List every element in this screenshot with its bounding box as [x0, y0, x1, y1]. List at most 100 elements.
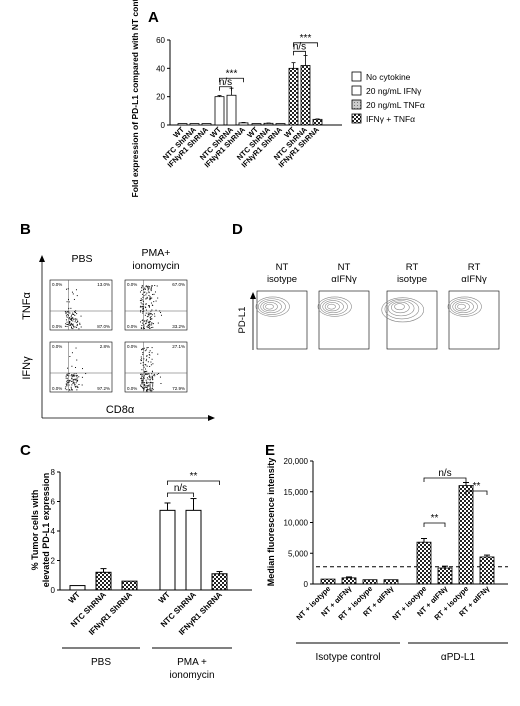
panel-b-event-dot: [149, 326, 151, 328]
panel-b-event-dot: [76, 324, 78, 326]
panel-b-event-dot: [147, 285, 149, 287]
panel-c-comparison-label: n/s: [174, 483, 187, 494]
panel-b-event-dot: [142, 300, 144, 302]
panel-b-event-dot: [152, 293, 154, 295]
panel-b-event-dot: [80, 326, 82, 328]
panel-c-bar: [69, 585, 86, 591]
panel-b-event-dot: [149, 387, 151, 389]
panel-b-event-dot: [76, 374, 78, 376]
panel-b-event-dot: [140, 360, 142, 362]
panel-b-event-dot: [145, 373, 147, 375]
panel-b-event-dot: [73, 373, 75, 375]
panel-b-event-dot: [140, 302, 142, 304]
panel-d-contour-plot: [318, 290, 370, 350]
panel-b-event-dot: [143, 324, 145, 326]
panel-b-event-dot: [143, 385, 145, 387]
panel-b-event-dot: [72, 380, 74, 382]
panel-d-contour-line: [319, 298, 348, 315]
panel-b-event-dot: [140, 298, 142, 300]
panel-b-event-dot: [69, 356, 71, 358]
panel-b-event-dot: [150, 317, 152, 319]
panel-b-event-dot: [149, 376, 151, 378]
panel-e-bar: [416, 541, 432, 585]
panel-b-event-dot: [145, 312, 147, 314]
panel-b-event-dot: [71, 313, 73, 315]
panel-b-event-dot: [149, 382, 151, 384]
panel-b-event-dot: [67, 298, 69, 300]
panel-b-event-dot: [142, 288, 144, 290]
panel-b-quadrant-pct: 0.0%: [127, 282, 137, 287]
panel-d-contour-line: [454, 302, 470, 312]
panel-b-event-dot: [147, 313, 149, 315]
panel-b-event-dot: [150, 302, 152, 304]
panel-a-bar: [177, 123, 188, 126]
panel-b-event-dot: [143, 389, 145, 391]
panel-b-event-dot: [152, 384, 154, 386]
panel-b-event-dot: [147, 287, 149, 289]
panel-b-event-dot: [71, 317, 73, 319]
panel-b-event-dot: [150, 322, 152, 324]
panel-b-event-dot: [145, 364, 147, 366]
panel-b-event-dot: [143, 366, 145, 368]
panel-b-event-dot: [71, 389, 73, 391]
panel-b-event-dot: [141, 289, 143, 291]
panel-b-event-dot: [140, 384, 142, 386]
panel-b-event-dot: [152, 385, 154, 387]
panel-c-bar: [95, 571, 112, 591]
panel-b-event-dot: [145, 303, 147, 305]
panel-b-event-dot: [85, 373, 87, 375]
panel-b-event-dot: [142, 319, 144, 321]
panel-b-event-dot: [76, 325, 78, 327]
panel-b-event-dot: [148, 373, 150, 375]
panel-a-bar: [251, 123, 262, 126]
panel-b-event-dot: [148, 375, 150, 377]
panel-b-event-dot: [141, 380, 143, 382]
panel-b-event-dot: [70, 326, 72, 328]
panel-letter-c: C: [20, 442, 31, 459]
panel-b-event-dot: [66, 326, 68, 328]
panel-b-event-dot: [70, 315, 72, 317]
panel-a-bar: [288, 67, 299, 126]
panel-a-legend-swatch: [351, 113, 362, 124]
panel-b-event-dot: [73, 326, 75, 328]
panel-b-event-dot: [151, 318, 153, 320]
panel-b-event-dot: [146, 358, 148, 360]
panel-b-event-dot: [144, 287, 146, 289]
panel-b-event-dot: [148, 324, 150, 326]
panel-b-event-dot: [147, 389, 149, 391]
panel-b-event-dot: [140, 378, 142, 380]
panel-b-event-dot: [144, 363, 146, 365]
panel-b-event-dot: [160, 383, 162, 385]
panel-e-bar: [320, 578, 336, 585]
panel-b-event-dot: [142, 322, 144, 324]
panel-b-event-dot: [73, 381, 75, 383]
panel-b-event-dot: [148, 354, 150, 356]
panel-b-event-dot: [67, 323, 69, 325]
panel-b-event-dot: [66, 383, 68, 385]
panel-b-event-dot: [66, 382, 68, 384]
panel-b-quadrant-pct: 0.0%: [127, 386, 137, 391]
panel-b-event-dot: [147, 289, 149, 291]
panel-b-event-dot: [72, 324, 74, 326]
panel-c-y-tick-label: 2: [51, 557, 56, 566]
panel-b-event-dot: [142, 310, 144, 312]
panel-b-event-dot: [70, 318, 72, 320]
panel-b-event-dot: [70, 324, 72, 326]
panel-b-event-dot: [72, 312, 74, 314]
panel-b-event-dot: [150, 287, 152, 289]
panel-b-quadrant-pct: 0.0%: [52, 282, 62, 287]
panel-a-y-tick-label: 20: [156, 93, 165, 102]
panel-b-event-dot: [151, 358, 153, 360]
panel-b-event-dot: [147, 315, 149, 317]
panel-b-event-dot: [144, 291, 146, 293]
panel-d-contour-line: [387, 300, 415, 317]
panel-b-event-dot: [149, 313, 151, 315]
panel-b-event-dot: [67, 382, 69, 384]
panel-b-event-dot: [144, 370, 146, 372]
panel-c-y-tick-label: 0: [51, 586, 56, 595]
panel-b-event-dot: [141, 306, 143, 308]
panel-b-event-dot: [151, 314, 153, 316]
panel-b-event-dot: [141, 303, 143, 305]
panel-b-event-dot: [142, 348, 144, 350]
panel-b-event-dot: [70, 319, 72, 321]
